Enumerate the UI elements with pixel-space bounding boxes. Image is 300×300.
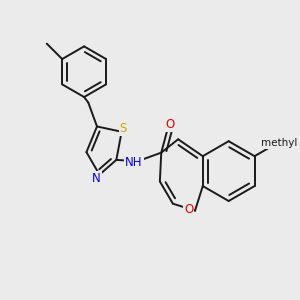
Text: O: O xyxy=(165,118,175,131)
Text: methyl: methyl xyxy=(261,138,297,148)
Text: O: O xyxy=(184,203,193,216)
Text: N: N xyxy=(92,172,101,185)
Text: NH: NH xyxy=(125,155,143,169)
Text: S: S xyxy=(120,122,127,135)
